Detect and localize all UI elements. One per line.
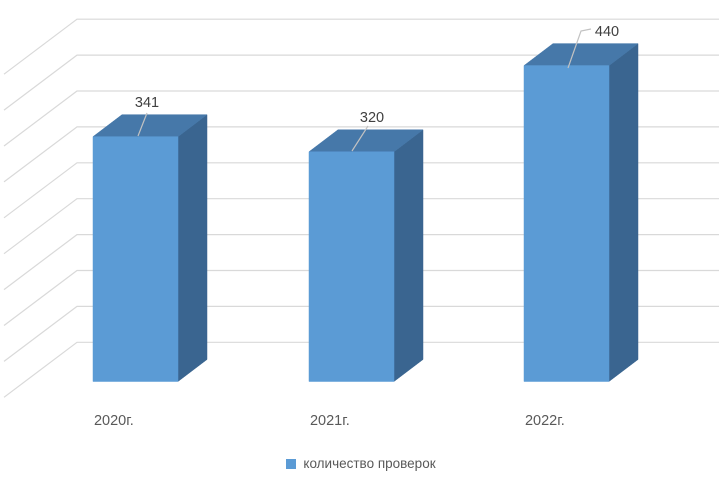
bar-front-face	[92, 136, 179, 382]
bar-front-face	[308, 151, 395, 382]
data-label-2021г.: 320	[360, 110, 384, 126]
gridline-400	[3, 54, 719, 111]
gridline-250	[3, 162, 719, 219]
bar-front-face	[523, 65, 610, 382]
legend-label: количество проверок	[303, 456, 436, 471]
bar-2021г.	[308, 129, 424, 383]
data-label-leader-line	[567, 28, 592, 69]
gridline-100	[3, 269, 719, 326]
category-label-2020г.: 2020г.	[94, 413, 134, 429]
bar-side-face	[177, 114, 208, 383]
gridline-0	[3, 341, 719, 398]
bar-side-face	[393, 129, 424, 383]
bar-2020г.	[92, 114, 208, 383]
category-label-2022г.: 2022г.	[525, 413, 565, 429]
gridline-300	[3, 126, 719, 183]
data-label-leader-line	[137, 112, 148, 137]
chart-legend: количество проверок	[0, 456, 722, 471]
category-label-2021г.: 2021г.	[310, 413, 350, 429]
legend-swatch-icon	[286, 458, 297, 469]
bar-side-face	[608, 43, 639, 383]
gridline-150	[3, 234, 719, 291]
gridlines	[3, 18, 719, 398]
data-label-2022г.: 440	[595, 24, 619, 40]
data-label-leader-line	[351, 125, 369, 152]
gridline-50	[3, 305, 719, 362]
bar-2022г.	[523, 43, 639, 383]
data-label-2020г.: 341	[135, 95, 159, 111]
gridline-350	[3, 90, 719, 147]
gridline-200	[3, 198, 719, 255]
gridline-450	[3, 18, 719, 75]
